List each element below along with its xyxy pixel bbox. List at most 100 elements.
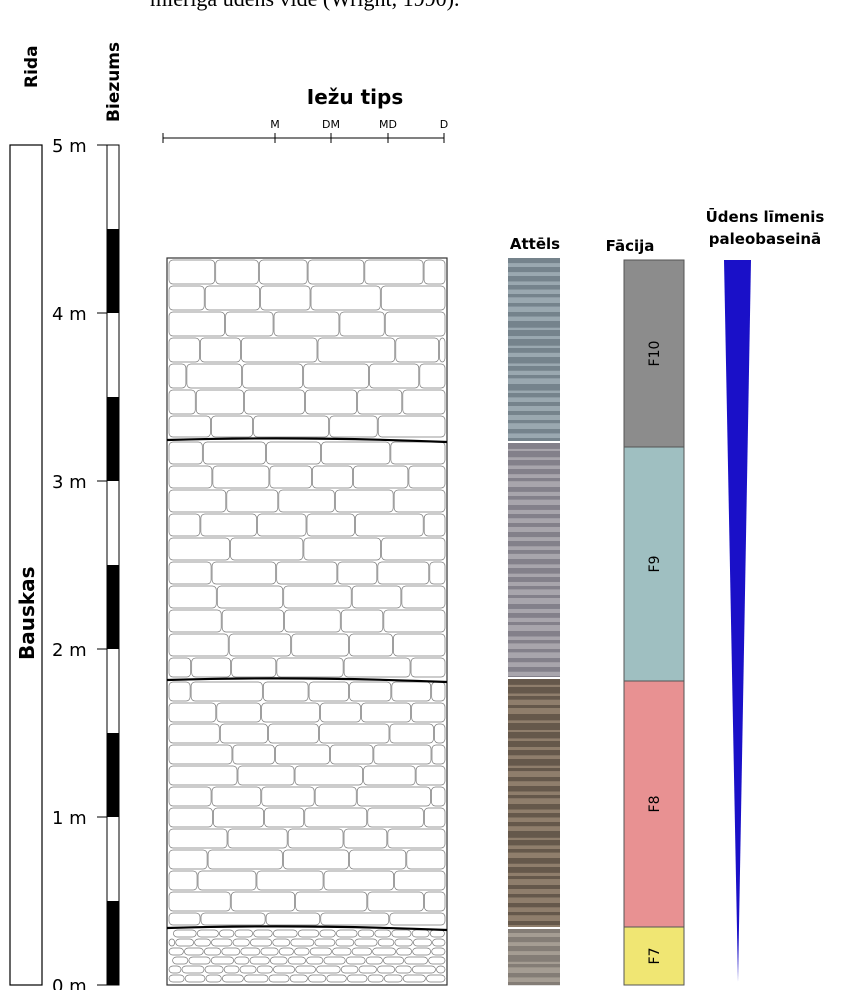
rock-block <box>349 633 393 657</box>
rock-block <box>404 956 428 965</box>
photo-band <box>508 928 560 933</box>
rock-block <box>432 938 446 947</box>
rock-block <box>168 786 212 807</box>
rock-block <box>234 929 253 938</box>
rock-block <box>429 561 446 585</box>
rock-block <box>242 363 304 389</box>
facies-header: Fācija <box>606 237 655 255</box>
rock-block <box>308 974 327 983</box>
photo-band <box>508 294 560 298</box>
rock-block <box>168 870 198 891</box>
rock-block <box>374 929 392 938</box>
rock-block <box>205 974 222 983</box>
rock-block <box>396 947 413 956</box>
photo-band <box>508 759 560 766</box>
thickness-block <box>107 229 119 313</box>
rock-block <box>312 465 353 489</box>
rock-block <box>256 870 324 891</box>
rock-block <box>253 929 273 938</box>
photo-band <box>508 831 560 838</box>
rock-block <box>355 513 424 537</box>
photo-band <box>508 667 560 672</box>
rock-block <box>237 765 295 786</box>
rock-block <box>226 489 279 513</box>
rock-block <box>394 938 413 947</box>
rock-block <box>230 891 296 912</box>
rock-type-header: Iežu tips <box>307 85 403 109</box>
photo-band <box>508 438 560 443</box>
photo-band <box>508 885 560 889</box>
photo-band <box>508 822 560 827</box>
rock-block <box>314 938 336 947</box>
photo-band <box>508 577 560 582</box>
facies-block <box>623 680 685 928</box>
photo-band <box>508 622 560 626</box>
photo-band <box>508 705 560 709</box>
rock-block <box>261 786 315 807</box>
photo-band <box>508 604 560 609</box>
rock-block <box>349 681 392 702</box>
rock-type-label: M <box>270 118 280 131</box>
rock-block <box>367 891 424 912</box>
rock-block <box>210 956 235 965</box>
rock-block <box>234 956 250 965</box>
rock-block <box>436 965 446 974</box>
rock-block <box>266 441 321 465</box>
photo-band <box>508 750 560 756</box>
rock-block <box>303 537 381 561</box>
photo-band <box>508 640 560 644</box>
photo-band <box>508 375 560 379</box>
rock-block <box>273 311 340 337</box>
rock-block <box>239 965 257 974</box>
rock-block <box>411 965 436 974</box>
rock-block <box>361 702 412 723</box>
rock-block <box>260 285 311 311</box>
rock-block <box>335 929 358 938</box>
rock-block <box>391 681 432 702</box>
rock-block <box>244 974 269 983</box>
photo-band <box>508 777 560 782</box>
bed-boundary <box>166 437 448 444</box>
rock-block <box>297 929 320 938</box>
rock-block <box>320 702 361 723</box>
rida-header: Rida <box>22 45 42 88</box>
depth-label: 1 m <box>52 808 87 829</box>
rock-block <box>186 363 243 389</box>
rock-block <box>306 513 355 537</box>
rock-block <box>329 415 378 438</box>
rock-block <box>191 657 232 678</box>
rock-block <box>168 744 233 765</box>
rock-block <box>219 723 268 744</box>
facies-label: F10 <box>647 341 663 367</box>
photo-band <box>508 402 560 406</box>
rock-block <box>221 947 241 956</box>
rock-block <box>326 974 347 983</box>
photo-band <box>508 732 560 739</box>
rock-block <box>168 912 201 926</box>
rock-block <box>383 609 446 633</box>
rock-block <box>314 786 357 807</box>
photo-band <box>508 678 560 685</box>
rock-block <box>223 965 240 974</box>
rock-block <box>295 965 316 974</box>
rock-block <box>291 633 349 657</box>
rock-block <box>431 786 446 807</box>
rock-block <box>194 938 211 947</box>
thickness-block <box>107 397 119 481</box>
rock-block <box>244 389 305 415</box>
rock-block <box>168 585 217 609</box>
rock-block <box>412 947 432 956</box>
rock-block <box>188 956 211 965</box>
rock-block <box>168 441 203 465</box>
rock-block <box>358 965 377 974</box>
rock-block <box>330 744 374 765</box>
photo-band <box>508 523 560 527</box>
photo-band <box>508 312 560 317</box>
rock-block <box>395 965 412 974</box>
photo-band <box>508 649 560 653</box>
rock-block <box>357 929 375 938</box>
photo-band <box>508 285 560 290</box>
rock-block <box>323 956 346 965</box>
rock-block <box>265 912 321 926</box>
rock-block <box>204 285 260 311</box>
